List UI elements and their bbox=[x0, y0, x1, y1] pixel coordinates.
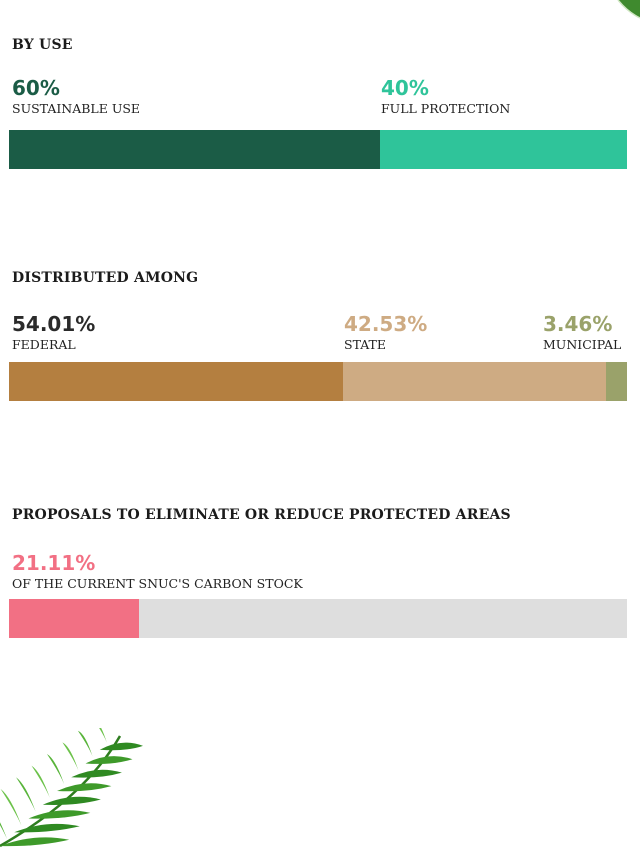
palm-leaflet bbox=[57, 783, 112, 792]
by-use-section: BY USE 60% SUSTAINABLE USE 40% FULL PROT… bbox=[9, 37, 627, 177]
palm-leaflet bbox=[0, 788, 22, 826]
palm-leaflet bbox=[77, 730, 93, 757]
sustainable-use-caption: SUSTAINABLE USE bbox=[12, 101, 141, 116]
federal-caption: FEDERAL bbox=[12, 337, 76, 352]
distributed-among-section: DISTRIBUTED AMONG 54.01% FEDERAL 42.53% … bbox=[9, 270, 627, 410]
sustainable-use-label: 60% SUSTAINABLE USE bbox=[12, 77, 140, 117]
municipal-caption: MUNICIPAL bbox=[543, 337, 622, 352]
bar-track-remainder bbox=[139, 599, 627, 638]
palm-leaf-icon bbox=[617, 0, 640, 19]
sustainable-use-value: 60% bbox=[12, 76, 60, 100]
proposals-section: PROPOSALS TO ELIMINATE OR REDUCE PROTECT… bbox=[9, 507, 627, 647]
federal-label: 54.01% FEDERAL bbox=[12, 313, 95, 353]
proposals-heading: PROPOSALS TO ELIMINATE OR REDUCE PROTECT… bbox=[12, 507, 511, 523]
municipal-value: 3.46% bbox=[543, 312, 613, 336]
by-use-bar bbox=[9, 130, 627, 169]
palm-leaflet bbox=[42, 796, 101, 805]
full-protection-label: 40% FULL PROTECTION bbox=[381, 77, 510, 117]
distributed-among-heading: DISTRIBUTED AMONG bbox=[12, 270, 199, 286]
palm-leaflet bbox=[62, 742, 79, 771]
palm-leaflet bbox=[31, 765, 50, 798]
federal-value: 54.01% bbox=[12, 312, 96, 336]
palm-leaflet bbox=[99, 742, 144, 751]
municipal-label: 3.46% MUNICIPAL bbox=[543, 313, 621, 353]
bar-segment-state bbox=[342, 362, 606, 401]
distributed-among-bar bbox=[9, 362, 627, 401]
bar-segment-federal bbox=[9, 362, 343, 401]
palm-leaflet bbox=[85, 756, 133, 764]
carbon-stock-caption: OF THE CURRENT SNUC'S CARBON STOCK bbox=[12, 576, 303, 591]
palm-leaflet bbox=[0, 837, 70, 847]
palm-leaflet bbox=[0, 822, 8, 840]
palm-leaflet bbox=[14, 823, 80, 833]
palm-leaflet bbox=[28, 810, 91, 819]
bar-segment-municipal bbox=[605, 362, 627, 401]
state-caption: STATE bbox=[344, 337, 387, 352]
state-value: 42.53% bbox=[344, 312, 428, 336]
full-protection-caption: FULL PROTECTION bbox=[381, 101, 511, 116]
carbon-stock-value: 21.11% bbox=[12, 551, 96, 575]
palm-leaflet bbox=[46, 753, 65, 785]
palm-leaf-icon bbox=[0, 728, 144, 848]
bar-segment-full-protection bbox=[379, 130, 627, 169]
palm-leaflet bbox=[16, 777, 36, 812]
state-label: 42.53% STATE bbox=[344, 313, 427, 353]
carbon-stock-label: 21.11% OF THE CURRENT SNUC'S CARBON STOC… bbox=[12, 552, 303, 592]
full-protection-value: 40% bbox=[381, 76, 429, 100]
palm-leaflet bbox=[99, 728, 107, 743]
by-use-heading: BY USE bbox=[12, 37, 73, 53]
proposals-bar bbox=[9, 599, 627, 638]
palm-leaflet bbox=[71, 769, 122, 778]
bar-segment-carbon-stock bbox=[9, 599, 140, 638]
bar-segment-sustainable-use bbox=[9, 130, 380, 169]
